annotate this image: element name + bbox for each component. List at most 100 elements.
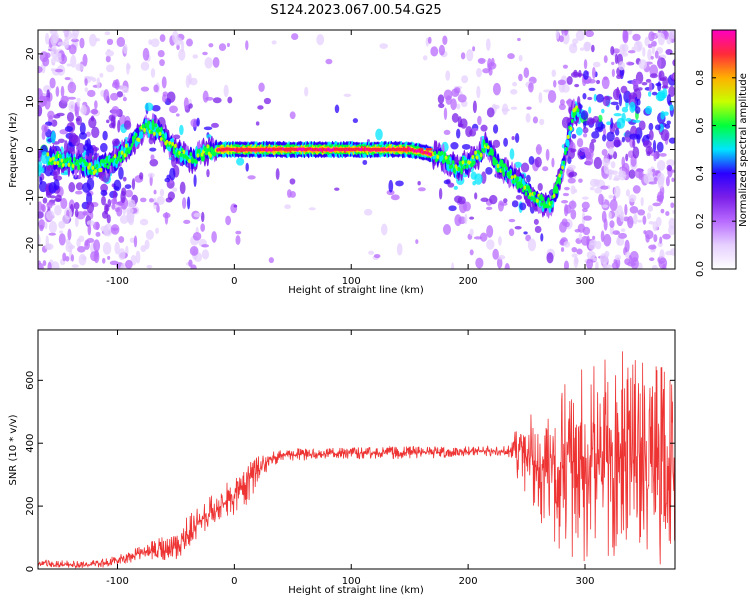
spectrogram-ridge-point bbox=[105, 159, 109, 164]
spectrogram-noise-blob bbox=[573, 69, 578, 77]
spectrogram-noise-blob bbox=[38, 104, 43, 117]
spectrogram-noise-blob bbox=[448, 205, 457, 212]
spectrogram-noise-blob bbox=[660, 208, 665, 214]
spectrogram-x-axis-label: Height of straight line (km) bbox=[288, 285, 424, 296]
spectrogram-noise-blob bbox=[187, 196, 191, 210]
spectrogram-noise-blob bbox=[486, 206, 493, 211]
spectrogram-noise-blob bbox=[124, 184, 132, 189]
spectrogram-noise-blob bbox=[669, 104, 674, 111]
spectrogram-noise-blob bbox=[527, 238, 537, 252]
spectrogram-noise-blob bbox=[96, 77, 101, 90]
spectrogram-noise-blob bbox=[94, 100, 98, 110]
spectrogram-y-tick-label: -20 bbox=[25, 237, 36, 253]
spectrogram-noise-blob bbox=[507, 53, 515, 60]
spectrogram-noise-blob bbox=[518, 73, 523, 82]
spectrogram-noise-blob bbox=[605, 139, 615, 150]
spectrogram-noise-blob bbox=[653, 234, 658, 243]
spectrogram-noise-blob bbox=[363, 208, 373, 216]
spectrogram-noise-blob bbox=[596, 93, 604, 103]
spectrogram-noise-blob bbox=[381, 223, 388, 236]
spectrogram-noise-blob bbox=[111, 203, 116, 210]
spectrogram-noise-blob bbox=[562, 192, 570, 197]
spectrogram-ridge-point bbox=[158, 131, 162, 137]
spectrogram-noise-blob bbox=[148, 198, 154, 203]
spectrogram-ridge-point bbox=[570, 118, 574, 124]
spectrogram-noise-blob bbox=[172, 187, 178, 192]
spectrogram-peak-segment bbox=[425, 148, 433, 151]
spectrogram-noise-blob bbox=[561, 199, 569, 204]
spectrogram-noise-blob bbox=[584, 148, 594, 160]
spectrogram-noise-blob bbox=[582, 70, 589, 80]
spectrogram-noise-blob bbox=[87, 89, 96, 98]
spectrogram-noise-blob bbox=[63, 37, 70, 49]
spectrogram-noise-blob bbox=[632, 146, 640, 159]
spectrogram-noise-blob bbox=[131, 178, 136, 190]
spectrogram-noise-blob bbox=[572, 38, 579, 45]
spectrogram-noise-blob bbox=[49, 77, 56, 89]
snr-x-tick-label: 300 bbox=[575, 576, 594, 587]
spectrogram-noise-blob bbox=[523, 231, 528, 235]
colorbar-label: Normalized spectral amplitude bbox=[738, 73, 749, 227]
spectrogram-noise-blob bbox=[646, 151, 651, 157]
spectrogram-noise-blob bbox=[113, 179, 122, 192]
spectrogram-noise-blob bbox=[476, 85, 481, 99]
spectrogram-noise-blob bbox=[648, 181, 658, 185]
spectrogram-noise-blob bbox=[672, 73, 675, 80]
spectrogram-noise-blob bbox=[210, 122, 219, 128]
spectrogram-noise-blob bbox=[657, 90, 666, 102]
spectrogram-noise-blob bbox=[105, 50, 115, 57]
spectrogram-noise-blob bbox=[166, 91, 176, 103]
spectrogram-ridge-point bbox=[179, 152, 183, 157]
spectrogram-noise-blob bbox=[632, 33, 641, 42]
spectrogram-ridge-point bbox=[99, 167, 103, 173]
spectrogram-ridge-point bbox=[576, 108, 580, 113]
spectrogram-noise-blob bbox=[518, 54, 523, 62]
spectrogram-noise-blob bbox=[604, 264, 613, 269]
spectrogram-noise-blob bbox=[657, 30, 662, 33]
spectrogram-noise-blob bbox=[596, 79, 601, 85]
spectrogram-noise-blob bbox=[186, 38, 193, 47]
spectrogram-noise-blob bbox=[56, 112, 65, 117]
spectrogram-noise-blob bbox=[453, 87, 461, 94]
spectrogram-noise-blob bbox=[641, 81, 648, 86]
spectrogram-noise-blob bbox=[201, 244, 209, 248]
spectrogram-noise-blob bbox=[670, 202, 675, 209]
spectrogram-ridge-point bbox=[206, 144, 210, 149]
spectrogram-noise-blob bbox=[42, 56, 50, 67]
spectrogram-ridge-point bbox=[117, 151, 121, 157]
spectrogram-noise-blob bbox=[555, 30, 560, 40]
spectrogram-ridge-point bbox=[440, 150, 444, 156]
spectrogram-noise-blob bbox=[55, 194, 62, 203]
spectrogram-noise-blob bbox=[612, 230, 620, 235]
spectrogram-ridge-point bbox=[489, 148, 493, 153]
spectrogram-noise-blob bbox=[38, 233, 41, 247]
spectrogram-noise-blob bbox=[608, 147, 615, 156]
spectrogram-noise-blob bbox=[568, 172, 574, 178]
spectrogram-ridge-point bbox=[56, 160, 60, 166]
spectrogram-ridge-point bbox=[528, 192, 532, 197]
spectrogram-noise-blob bbox=[417, 187, 426, 192]
spectrogram-noise-blob bbox=[610, 101, 619, 106]
spectrogram-noise-blob bbox=[627, 215, 634, 229]
spectrogram-ridge-point bbox=[561, 165, 564, 170]
spectrogram-ridge-point bbox=[197, 149, 201, 154]
spectrogram-noise-blob bbox=[82, 53, 88, 67]
spectrogram-noise-blob bbox=[493, 104, 500, 110]
spectrogram-ridge-point bbox=[162, 137, 166, 142]
spectrogram-noise-blob bbox=[200, 211, 205, 223]
spectrogram-noise-blob bbox=[547, 90, 557, 103]
spectrogram-ridge-point bbox=[95, 163, 99, 169]
spectrogram-noise-blob bbox=[76, 115, 82, 126]
spectrogram-noise-blob bbox=[480, 124, 488, 132]
spectrogram-noise-blob bbox=[164, 211, 169, 225]
spectrogram-peak-segment bbox=[221, 148, 235, 151]
spectrogram-noise-blob bbox=[637, 209, 646, 216]
spectrogram-noise-blob bbox=[226, 42, 230, 48]
spectrogram-ridge-point bbox=[46, 152, 50, 157]
spectrogram-noise-blob bbox=[140, 86, 150, 92]
spectrogram-noise-blob bbox=[514, 161, 522, 168]
spectrogram-noise-blob bbox=[594, 126, 604, 133]
spectrogram-noise-blob bbox=[145, 229, 154, 240]
spectrogram-noise-blob bbox=[523, 67, 530, 79]
spectrogram-noise-blob bbox=[637, 219, 643, 223]
